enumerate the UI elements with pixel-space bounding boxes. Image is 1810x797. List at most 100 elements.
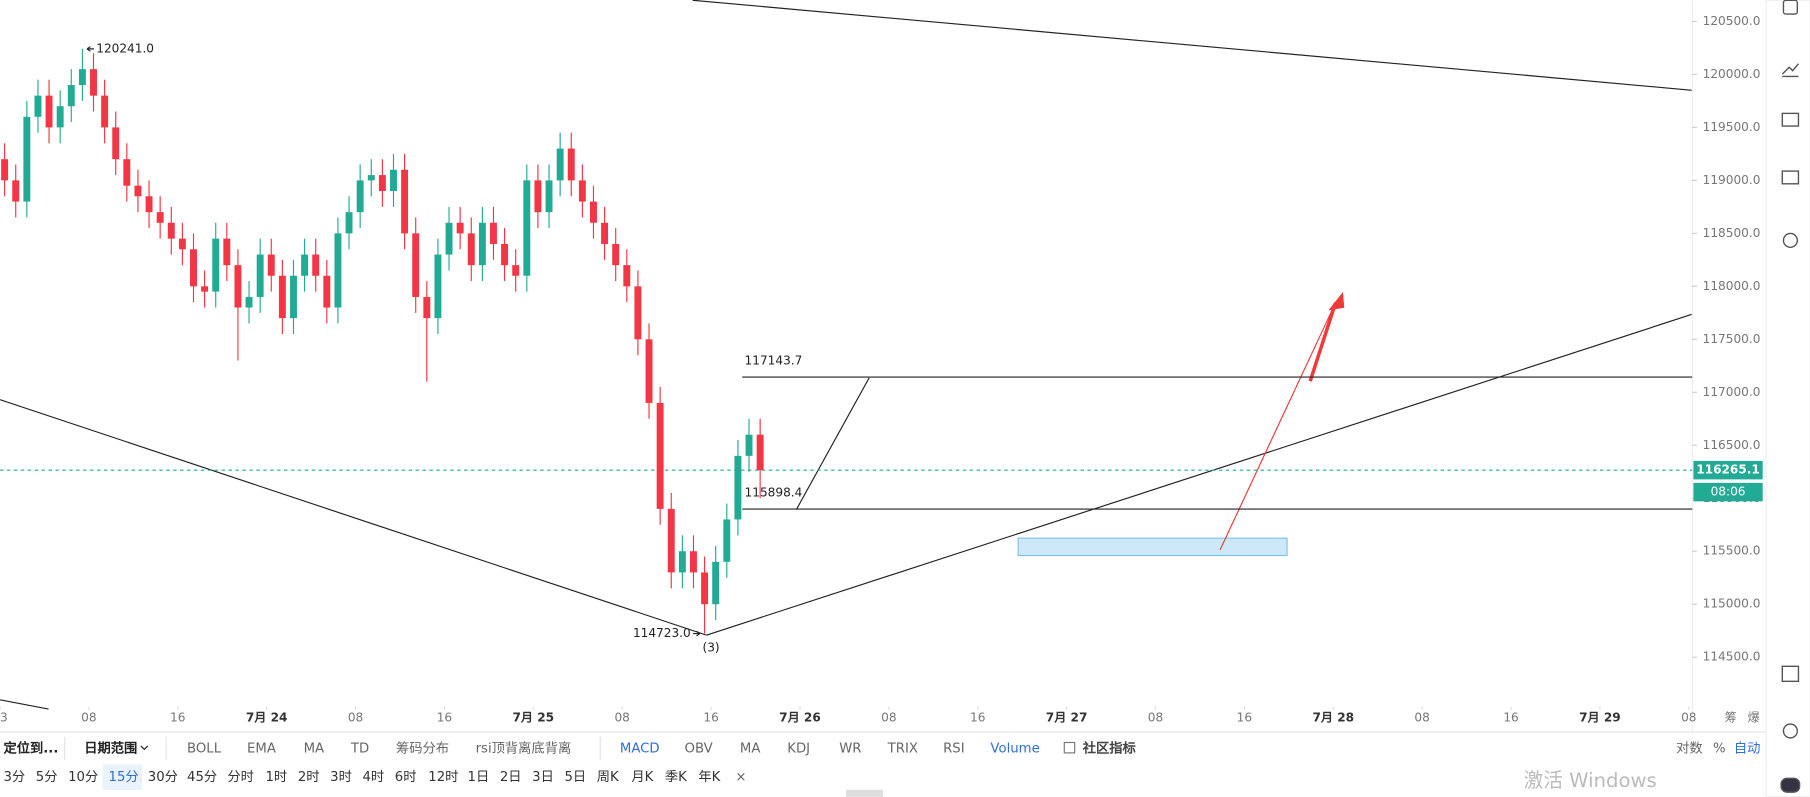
interval-button[interactable]: 3时: [330, 769, 352, 785]
candle-body: [534, 180, 542, 213]
interval-button[interactable]: 15分: [109, 769, 139, 785]
wave-label: (3): [702, 640, 719, 654]
y-tick-label: 118500.0: [1703, 226, 1761, 240]
indicator-button[interactable]: TD: [350, 741, 369, 756]
interval-button[interactable]: 1日: [468, 770, 490, 785]
x-tick-label: 7月 28: [1312, 711, 1354, 725]
icon[interactable]: [1781, 63, 1799, 78]
candle-body: [712, 561, 720, 605]
indicator-button[interactable]: RSI: [943, 741, 965, 756]
indicator-button[interactable]: MA: [304, 741, 325, 756]
trend-line: [706, 313, 1693, 636]
candle-body: [645, 339, 653, 403]
candle-body: [745, 434, 753, 456]
candle-body: [45, 95, 53, 128]
date-range-button[interactable]: 日期范围: [84, 739, 137, 756]
x-tick-label: 16: [703, 711, 718, 725]
indicator-button[interactable]: WR: [839, 741, 861, 756]
icon[interactable]: [1781, 112, 1800, 127]
y-tick-label: 117500.0: [1703, 332, 1761, 346]
candle-body: [223, 238, 231, 266]
locate-button[interactable]: 定位到...: [3, 739, 58, 756]
candle-body: [734, 455, 742, 520]
icon[interactable]: [1782, 0, 1798, 15]
candle-body: [523, 180, 531, 276]
indicator-button[interactable]: TRIX: [887, 741, 918, 756]
interval-button[interactable]: 12时: [428, 769, 458, 785]
candle-body: [290, 275, 297, 319]
interval-button[interactable]: 2日: [500, 770, 522, 785]
x-tick-label: 16: [1503, 711, 1518, 725]
candle-body: [23, 116, 31, 202]
interval-button[interactable]: 3分: [3, 769, 25, 785]
candle-body: [201, 286, 209, 292]
icon[interactable]: [1780, 777, 1801, 793]
x-tick-label: 08: [1414, 711, 1429, 725]
indicator-button[interactable]: EMA: [247, 741, 276, 756]
candle-body: [412, 233, 420, 297]
candle-body: [178, 238, 186, 250]
x-tick-label: 08: [614, 711, 629, 725]
candle-body: [545, 180, 553, 213]
scale-option[interactable]: 自动: [1734, 740, 1761, 756]
high-annotation: 120241.0: [96, 41, 154, 55]
candle-body: [701, 572, 709, 605]
candle-body: [556, 148, 564, 181]
indicator-button[interactable]: MA: [740, 741, 761, 756]
candle-body: [634, 286, 642, 340]
icon[interactable]: [1781, 665, 1800, 683]
sidebar: [1765, 0, 1810, 797]
interval-button[interactable]: 6时: [395, 769, 417, 785]
interval-button[interactable]: 年K: [698, 769, 720, 785]
x-tick-label: 7月 26: [779, 711, 821, 725]
indicator-icon: [1063, 741, 1076, 754]
indicator-button[interactable]: OBV: [685, 741, 713, 756]
interval-button[interactable]: 周K: [597, 770, 619, 785]
annotation-arrow: [86, 46, 94, 52]
x-tick-label: 16: [437, 711, 452, 725]
icon[interactable]: [1781, 170, 1800, 185]
interval-button[interactable]: 月K: [631, 770, 653, 785]
arrow-head: [1328, 291, 1345, 311]
x-tick-label: 16: [1237, 711, 1252, 725]
interval-button[interactable]: 5日: [564, 770, 586, 785]
candle-body: [756, 434, 764, 471]
interval-button[interactable]: 30分: [148, 769, 178, 785]
scale-option[interactable]: %: [1713, 741, 1726, 756]
interval-button[interactable]: 45分: [187, 769, 217, 785]
axis-corner[interactable]: 筹: [1725, 711, 1737, 725]
indicator-button[interactable]: rsi顶背离底背离: [476, 739, 572, 756]
candle-body: [167, 222, 175, 239]
candle-body: [134, 185, 142, 197]
interval-button[interactable]: 1时: [265, 769, 287, 785]
scale-option[interactable]: 对数: [1676, 740, 1703, 756]
indicator-button[interactable]: MACD: [620, 741, 660, 756]
y-tick-label: 118000.0: [1703, 279, 1761, 293]
interval-button[interactable]: 4时: [362, 769, 384, 785]
candle-body: [578, 180, 586, 202]
interval-button[interactable]: 3日: [532, 770, 554, 785]
candle-body: [256, 254, 264, 297]
indicator-button[interactable]: 社区指标: [1082, 739, 1136, 756]
candle-body: [456, 222, 464, 234]
trend-line: [0, 699, 49, 710]
close-button[interactable]: ×: [735, 770, 746, 785]
interval-button[interactable]: 分时: [227, 769, 254, 785]
candle-body: [612, 243, 620, 266]
indicator-button[interactable]: KDJ: [787, 741, 810, 756]
interval-button[interactable]: 5分: [36, 769, 58, 785]
interval-button[interactable]: 季K: [665, 769, 687, 785]
x-tick-label: 08: [81, 711, 96, 725]
indicator-button[interactable]: BOLL: [187, 741, 222, 756]
x-tick-label: 16: [170, 711, 185, 725]
indicator-button[interactable]: Volume: [990, 741, 1039, 756]
icon[interactable]: [1782, 232, 1798, 248]
icon[interactable]: [1782, 723, 1798, 739]
candle-body: [112, 127, 120, 160]
scroll-handle[interactable]: [846, 789, 884, 797]
indicator-button[interactable]: 筹码分布: [396, 739, 449, 756]
interval-button[interactable]: 2时: [298, 769, 320, 785]
candle-body: [145, 196, 153, 213]
interval-button[interactable]: 10分: [68, 769, 98, 785]
axis-corner[interactable]: 爆: [1748, 711, 1760, 725]
